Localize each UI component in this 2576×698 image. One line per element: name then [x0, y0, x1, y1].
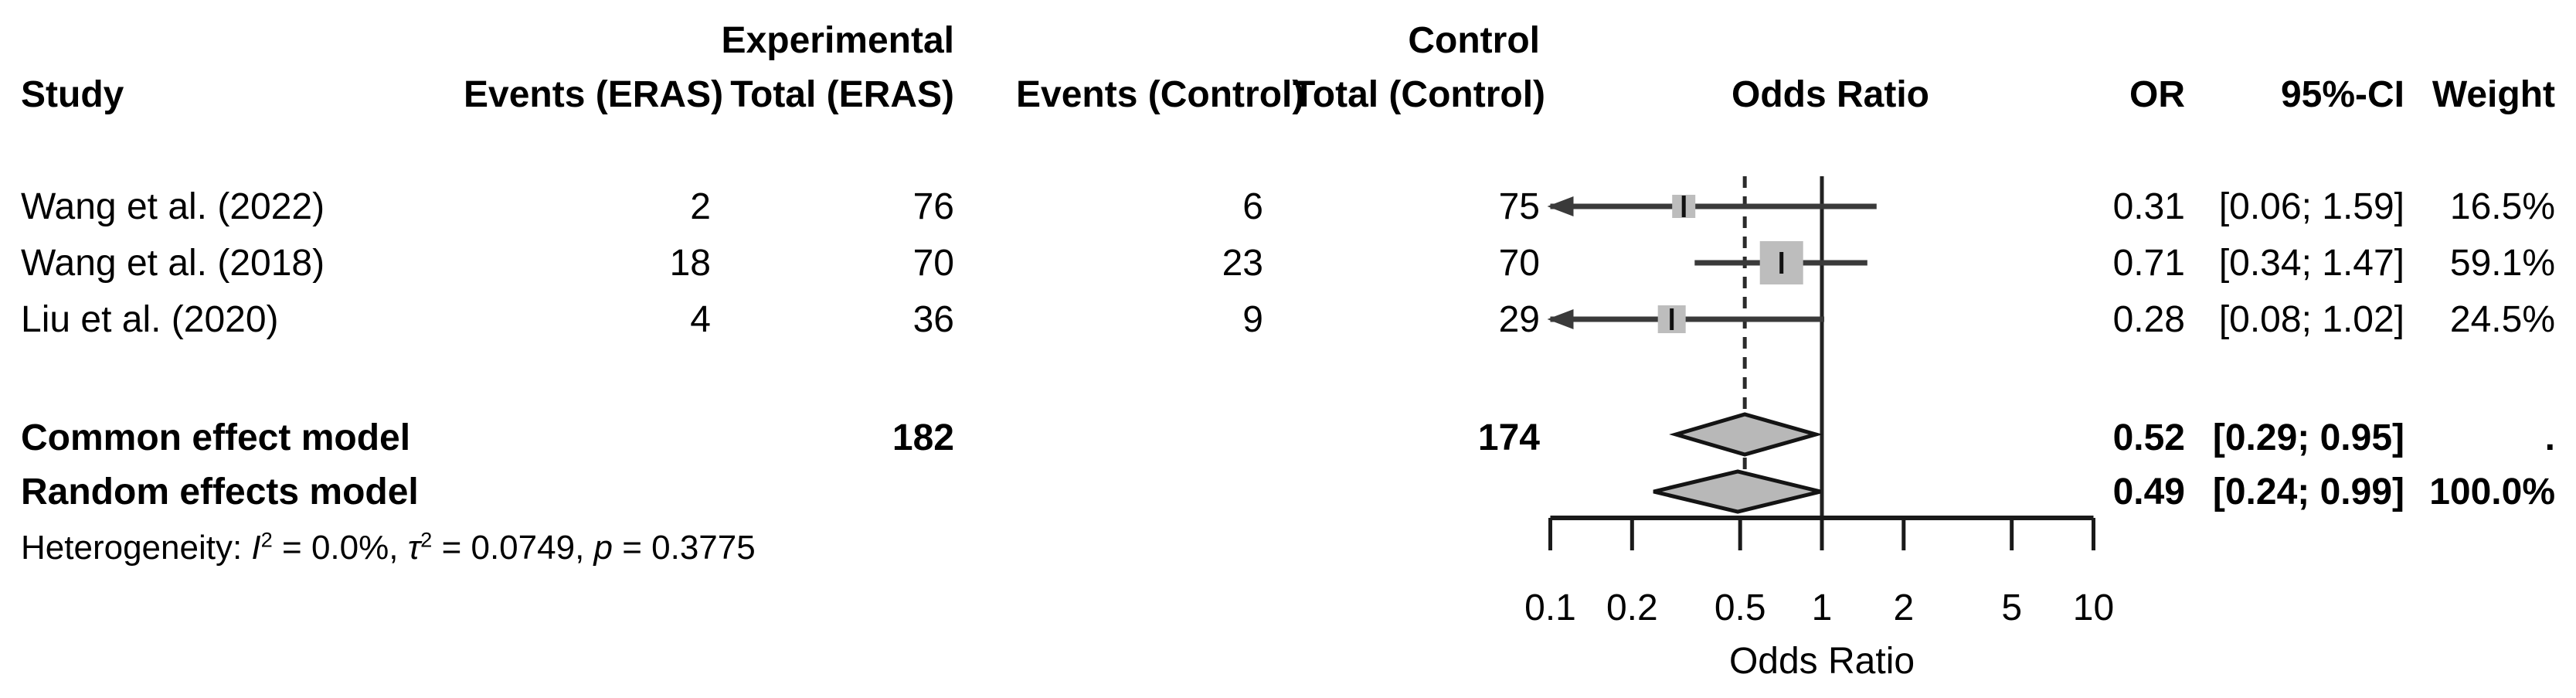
common-effect-diamond: [1669, 412, 1823, 457]
column-header-ci: 95%-CI: [2280, 74, 2404, 115]
ci-clipped-arrow: [1547, 196, 1574, 216]
ci-clipped-arrow: [1547, 309, 1574, 329]
column-header-odds-ratio: Odds Ratio: [1731, 74, 1929, 115]
total-eras-value: 70: [912, 243, 954, 284]
events-eras-value: 4: [690, 299, 711, 340]
group-header-control: Control: [1408, 20, 1540, 61]
ci-value: [0.08; 1.02]: [2218, 299, 2404, 340]
column-header-events-control: Events (Control): [1016, 74, 1305, 115]
study-name: Wang et al. (2022): [21, 186, 325, 227]
point-estimate-marker: [1779, 252, 1784, 274]
column-header-weight: Weight: [2432, 74, 2555, 115]
weight-value: 24.5%: [2449, 299, 2555, 340]
x-axis-tick-label: 5: [2001, 587, 2022, 628]
x-axis-tick-label: 10: [2073, 587, 2114, 628]
point-estimate-marker: [1681, 196, 1686, 217]
or-value: 0.49: [2112, 472, 2185, 512]
random-effects-diamond: [1653, 469, 1822, 514]
events-control-value: 9: [1242, 299, 1263, 340]
x-axis-title: Odds Ratio: [1729, 641, 1915, 682]
total-control-value: 174: [1477, 417, 1540, 458]
column-header-total-eras: Total (ERAS): [730, 74, 954, 115]
group-header-experimental: Experimental: [721, 20, 954, 61]
events-control-value: 6: [1242, 186, 1263, 227]
het-i-symbol: I: [251, 529, 261, 567]
summary-label: Random effects model: [21, 472, 419, 512]
weight-value: 16.5%: [2449, 186, 2555, 227]
het-i-sup: 2: [260, 527, 273, 552]
total-control-value: 29: [1498, 299, 1540, 340]
weight-value: 59.1%: [2449, 243, 2555, 284]
study-name: Liu et al. (2020): [21, 299, 279, 340]
het-tau-sup: 2: [420, 527, 433, 552]
or-value: 0.71: [2112, 243, 2185, 284]
column-header-events-eras: Events (ERAS): [464, 74, 724, 115]
events-eras-value: 2: [690, 186, 711, 227]
ci-value: [0.24; 0.99]: [2212, 472, 2404, 512]
summary-label: Common effect model: [21, 417, 411, 458]
total-eras-value: 36: [912, 299, 954, 340]
ci-value: [0.06; 1.59]: [2218, 186, 2404, 227]
het-p-symbol: p: [593, 529, 613, 567]
weight-value: .: [2544, 417, 2555, 458]
x-axis-tick-label: 1: [1812, 587, 1833, 628]
het-p-value: = 0.3775: [613, 529, 756, 567]
total-eras-value: 76: [912, 186, 954, 227]
x-axis-tick-label: 2: [1893, 587, 1914, 628]
x-axis-tick-label: 0.1: [1524, 587, 1576, 628]
or-value: 0.31: [2112, 186, 2185, 227]
events-control-value: 23: [1222, 243, 1263, 284]
het-prefix: Heterogeneity:: [21, 529, 252, 567]
column-header-study: Study: [21, 74, 124, 115]
het-tau-symbol: τ: [407, 529, 421, 567]
point-estimate-marker: [1670, 308, 1674, 330]
ci-value: [0.29; 0.95]: [2212, 417, 2404, 458]
column-header-or: OR: [2129, 74, 2185, 115]
events-eras-value: 18: [669, 243, 711, 284]
x-axis-tick-label: 0.5: [1715, 587, 1766, 628]
het-i-value: = 0.0%,: [272, 529, 408, 567]
x-axis-tick-label: 0.2: [1606, 587, 1658, 628]
or-value: 0.52: [2112, 417, 2185, 458]
total-control-value: 75: [1498, 186, 1540, 227]
study-name: Wang et al. (2018): [21, 243, 325, 284]
or-value: 0.28: [2112, 299, 2185, 340]
total-eras-value: 182: [892, 417, 954, 458]
ci-value: [0.34; 1.47]: [2218, 243, 2404, 284]
column-header-total-control: Total (Control): [1293, 74, 1546, 115]
total-control-value: 70: [1498, 243, 1540, 284]
heterogeneity-text: Heterogeneity: I2 = 0.0%, τ2 = 0.0749, p…: [21, 526, 1025, 570]
het-tau-value: = 0.0749,: [432, 529, 594, 567]
weight-value: 100.0%: [2429, 472, 2555, 512]
